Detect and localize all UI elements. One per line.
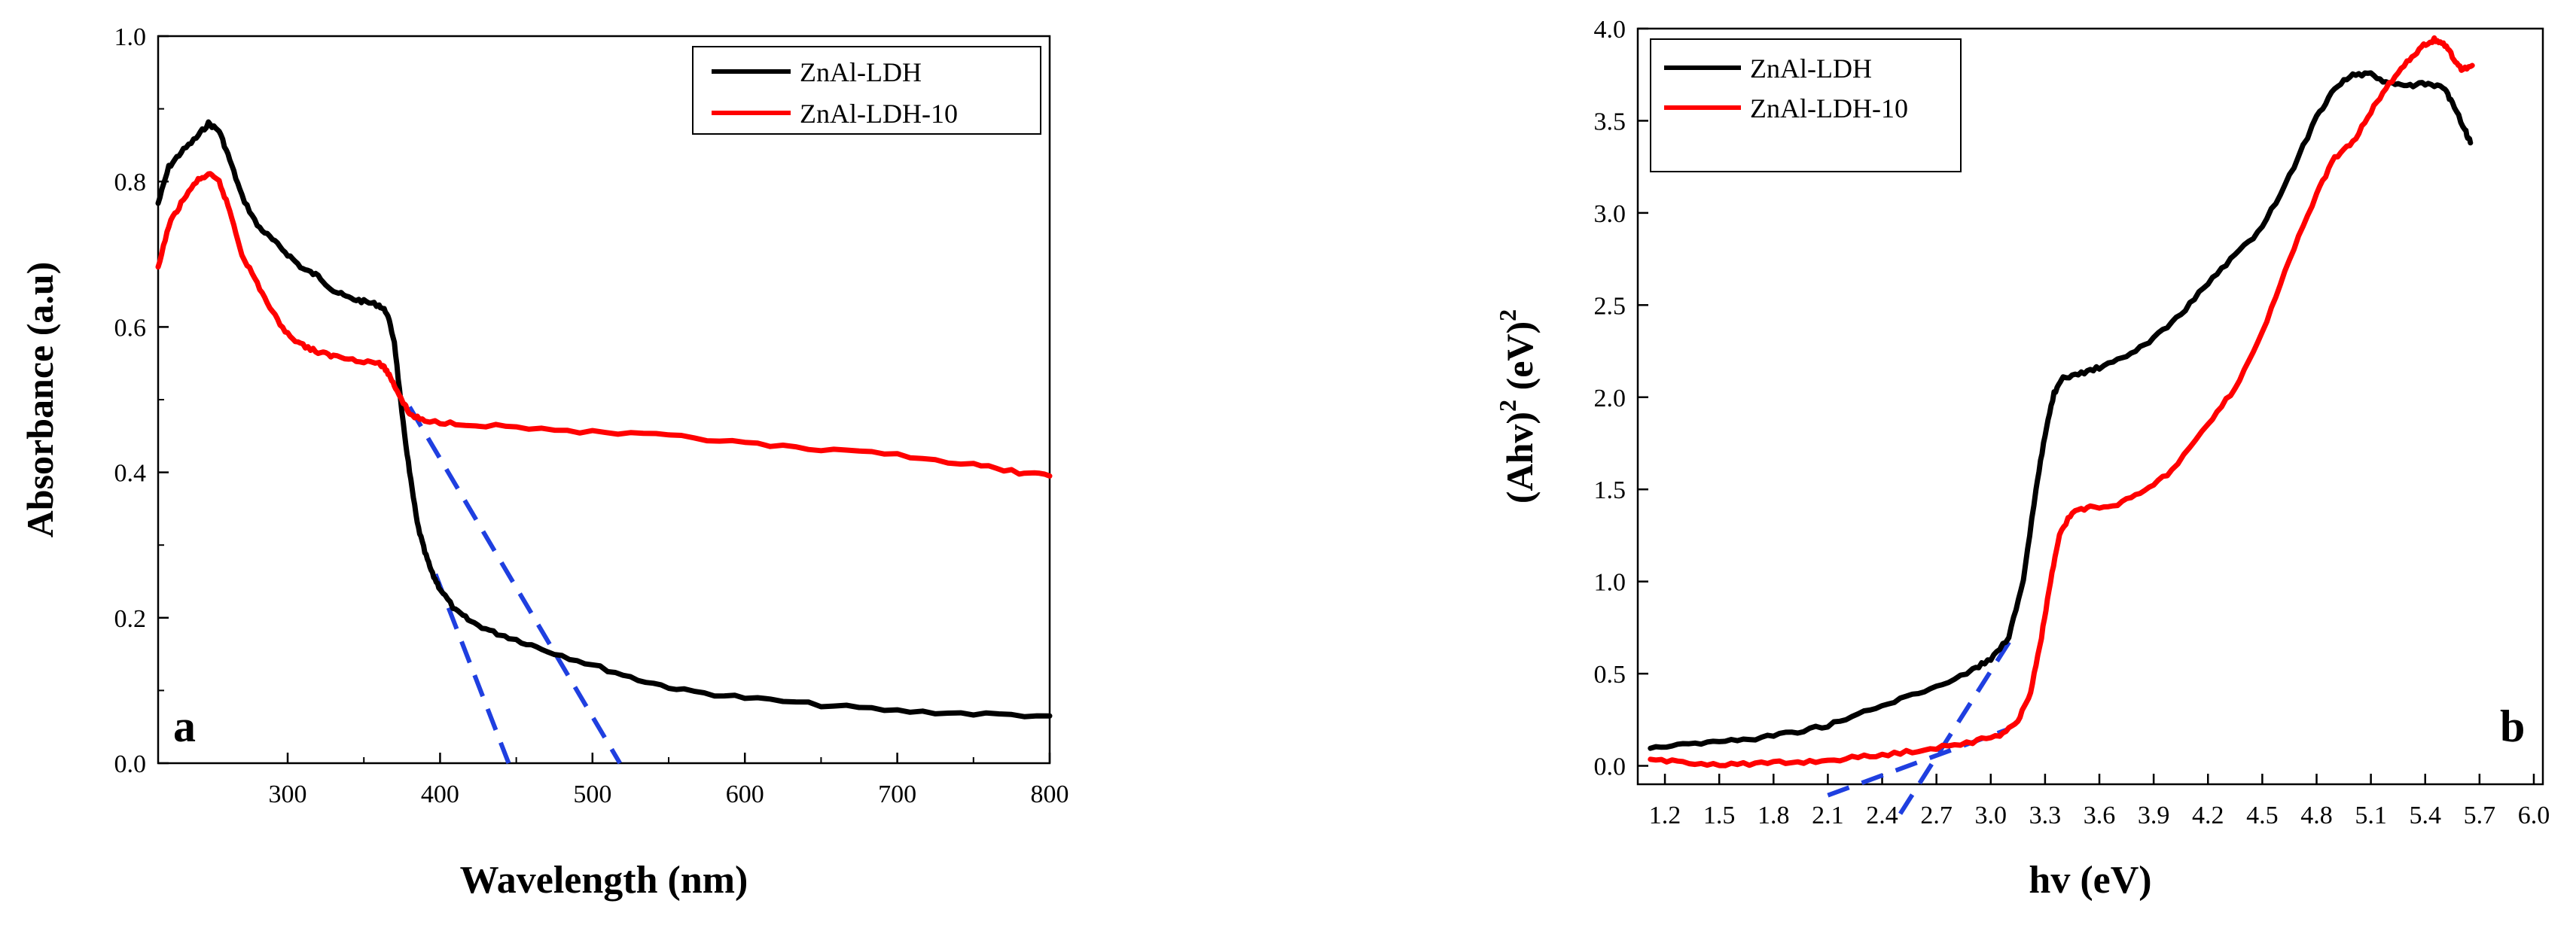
legend-label-znal-ldh: ZnAl-LDH bbox=[1750, 53, 1872, 84]
tangent-line bbox=[1898, 635, 2015, 815]
panel-a: 300 400 500 600 700 800 0.0 0.2 0.4 0.6 … bbox=[19, 23, 1069, 902]
series-line-znal-ldh bbox=[155, 119, 1053, 720]
y-tick-label: 3.5 bbox=[1594, 108, 1626, 135]
panel-label-b: b bbox=[2500, 701, 2525, 751]
y-tick-label: 2.5 bbox=[1594, 292, 1626, 320]
y-axis-label-b: (Ahv)2 (eV)2 bbox=[1494, 309, 1541, 504]
y-tick-label: 4.0 bbox=[1594, 16, 1626, 44]
y-tick-label: 1.0 bbox=[114, 23, 147, 51]
plot-frame-b bbox=[1636, 27, 2544, 786]
series-lines-b bbox=[1648, 35, 2475, 768]
x-axis-label-a: Wavelength (nm) bbox=[460, 859, 748, 902]
x-tick-label: 3.0 bbox=[1975, 802, 2007, 829]
y-tick-label: 0.4 bbox=[114, 460, 147, 488]
x-tick-label: 4.2 bbox=[2192, 802, 2224, 829]
y-tick-label: 1.0 bbox=[1594, 569, 1626, 597]
x-axis-label-b: hv (eV) bbox=[2029, 859, 2151, 902]
x-tick-label: 300 bbox=[269, 780, 307, 808]
y-tick-label: 1.5 bbox=[1594, 476, 1626, 504]
y-axis-label-b-sup1: 2 bbox=[1494, 400, 1521, 412]
tangent-line bbox=[433, 573, 511, 765]
x-tick-label: 500 bbox=[573, 780, 611, 808]
y-axis-label-b-main: (Ahv) bbox=[1498, 412, 1541, 504]
legend-label-znal-ldh-10: ZnAl-LDH-10 bbox=[800, 99, 958, 129]
y-tick-label: 0.6 bbox=[114, 314, 147, 342]
x-tick-labels-b: 1.2 1.5 1.8 2.1 2.4 2.7 3.0 3.3 3.6 3.9 … bbox=[1649, 802, 2550, 829]
x-tick-label: 700 bbox=[878, 780, 916, 808]
x-tick-label: 5.7 bbox=[2464, 802, 2496, 829]
x-tick-label: 800 bbox=[1031, 780, 1069, 808]
x-tick-label: 5.4 bbox=[2409, 802, 2441, 829]
y-tick-labels-a: 0.0 0.2 0.4 0.6 0.8 1.0 bbox=[114, 23, 147, 778]
x-tick-label: 2.1 bbox=[1812, 802, 1844, 829]
x-tick-label: 3.6 bbox=[2084, 802, 2116, 829]
tangent-line bbox=[407, 406, 622, 765]
legend-a: ZnAl-LDH ZnAl-LDH-10 bbox=[692, 46, 1041, 135]
series-line-znal-ldh bbox=[1648, 70, 2474, 751]
x-tick-label: 2.7 bbox=[1920, 802, 1953, 829]
x-tick-label: 1.2 bbox=[1649, 802, 1681, 829]
series-line-znal-ldh-10 bbox=[1648, 35, 2475, 768]
x-tick-label: 3.3 bbox=[2029, 802, 2062, 829]
x-tick-label: 2.4 bbox=[1866, 802, 1898, 829]
y-tick-label: 0.0 bbox=[114, 750, 147, 778]
y-tick-label: 3.0 bbox=[1594, 200, 1626, 228]
x-tick-label: 1.8 bbox=[1757, 802, 1790, 829]
x-tick-labels-a: 300 400 500 600 700 800 bbox=[269, 780, 1069, 808]
x-tick-label: 6.0 bbox=[2518, 802, 2550, 829]
y-axis-label-b-sup2: 2 bbox=[1494, 309, 1521, 321]
panel-b: 1.2 1.5 1.8 2.1 2.4 2.7 3.0 3.3 3.6 3.9 … bbox=[1494, 16, 2550, 902]
x-tick-label: 400 bbox=[421, 780, 459, 808]
y-tick-label: 0.5 bbox=[1594, 661, 1626, 689]
panel-label-a: a bbox=[173, 701, 196, 751]
x-tick-label: 1.5 bbox=[1703, 802, 1736, 829]
y-axis-label-a: Absorbance (a.u) bbox=[19, 262, 61, 538]
y-tick-label: 0.2 bbox=[114, 605, 147, 633]
x-tick-label: 4.8 bbox=[2300, 802, 2333, 829]
y-tick-label: 0.8 bbox=[114, 169, 147, 196]
legend-b: ZnAl-LDH ZnAl-LDH-10 bbox=[1650, 38, 1962, 172]
y-axis-label-b-mid: (eV) bbox=[1498, 321, 1541, 400]
x-tick-label: 3.9 bbox=[2138, 802, 2170, 829]
series-line-znal-ldh-10 bbox=[155, 171, 1053, 479]
tangent-lines-a bbox=[407, 406, 622, 765]
y-tick-label: 2.0 bbox=[1594, 385, 1626, 412]
plot-frame-a bbox=[157, 35, 1051, 765]
x-tick-label: 600 bbox=[726, 780, 764, 808]
legend-label-znal-ldh-10: ZnAl-LDH-10 bbox=[1750, 93, 1908, 123]
y-tick-labels-b: 0.0 0.5 1.0 1.5 2.0 2.5 3.0 3.5 4.0 bbox=[1594, 16, 1626, 781]
series-lines-a bbox=[155, 119, 1053, 720]
legend-label-znal-ldh: ZnAl-LDH bbox=[800, 57, 922, 87]
x-tick-label: 4.5 bbox=[2246, 802, 2279, 829]
y-tick-label: 0.0 bbox=[1594, 753, 1626, 781]
axis-ticks-a bbox=[158, 35, 1051, 765]
axis-ticks-b bbox=[1638, 27, 2535, 784]
x-tick-label: 5.1 bbox=[2355, 802, 2387, 829]
legend-box-a bbox=[692, 46, 1041, 135]
